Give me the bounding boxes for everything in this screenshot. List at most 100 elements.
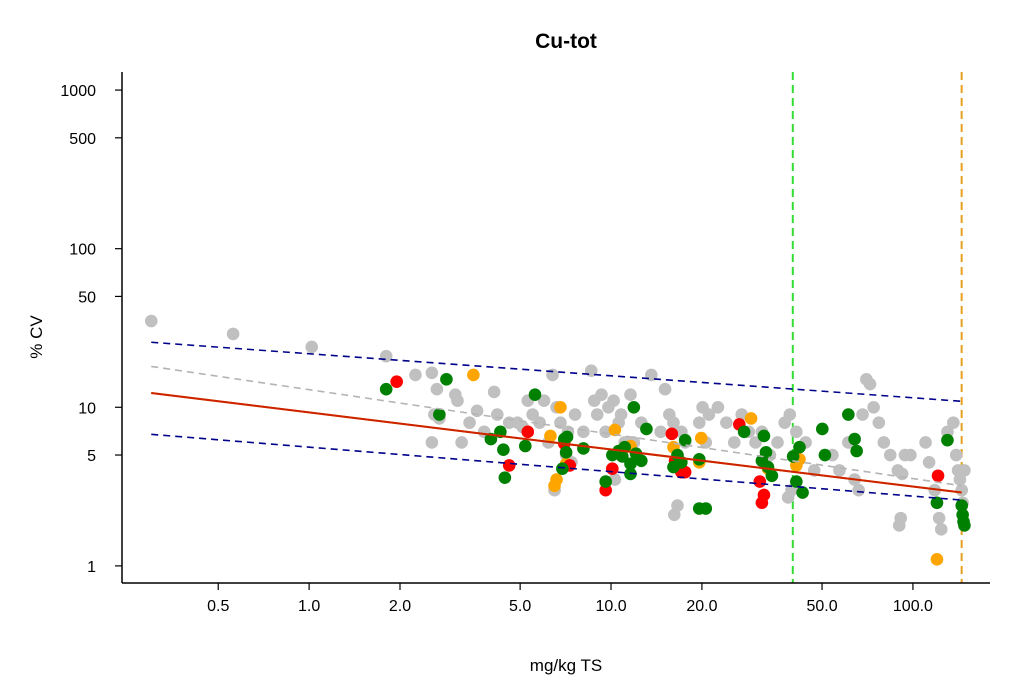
data-point-gray bbox=[430, 382, 444, 396]
data-point-orange bbox=[467, 368, 480, 382]
data-point-gray bbox=[833, 464, 846, 477]
data-point-green bbox=[599, 475, 612, 488]
data-point-green bbox=[757, 429, 771, 443]
data-point-green bbox=[848, 432, 861, 446]
data-point-gray bbox=[727, 436, 741, 449]
y-tick-label: 10 bbox=[78, 400, 96, 417]
data-point-green bbox=[559, 446, 573, 459]
data-point-gray bbox=[904, 448, 917, 462]
y-axis-label: % CV bbox=[27, 315, 46, 359]
data-point-gray bbox=[425, 436, 439, 449]
data-point-red bbox=[502, 459, 516, 472]
data-point-gray bbox=[607, 394, 620, 408]
data-point-gray bbox=[671, 499, 684, 512]
data-point-gray bbox=[590, 408, 604, 421]
trend-line-upper-dashed bbox=[151, 341, 962, 403]
y-tick-label: 1 bbox=[87, 559, 96, 576]
data-point-green bbox=[958, 519, 971, 532]
data-point-green bbox=[955, 499, 969, 512]
data-point-green bbox=[560, 430, 574, 444]
data-point-green bbox=[842, 408, 855, 421]
data-point-gray bbox=[654, 425, 667, 439]
y-tick-label: 50 bbox=[78, 289, 96, 306]
data-point-gray bbox=[892, 519, 906, 532]
data-point-green bbox=[793, 440, 806, 454]
data-point-gray bbox=[783, 408, 797, 421]
data-point-green bbox=[624, 457, 637, 471]
data-point-green bbox=[765, 469, 779, 483]
x-tick-label: 2.0 bbox=[389, 598, 411, 615]
data-point-green bbox=[635, 454, 648, 468]
data-point-red bbox=[599, 483, 612, 497]
data-point-gray bbox=[692, 416, 706, 429]
data-point-gray bbox=[425, 366, 439, 380]
data-point-gray bbox=[872, 416, 886, 429]
data-point-gray bbox=[919, 436, 932, 449]
y-tick-label: 1000 bbox=[60, 83, 96, 100]
data-point-green bbox=[379, 382, 393, 396]
data-point-green bbox=[497, 443, 510, 457]
data-point-red bbox=[606, 462, 619, 475]
x-tick-label: 100.0 bbox=[893, 598, 933, 615]
data-point-orange bbox=[554, 400, 567, 414]
data-point-gray bbox=[463, 416, 476, 429]
data-point-gray bbox=[379, 349, 393, 363]
data-point-gray bbox=[895, 467, 909, 481]
data-point-red bbox=[931, 469, 945, 483]
data-point-green bbox=[577, 442, 590, 455]
chart-title: Cu-tot bbox=[535, 30, 597, 53]
data-point-orange bbox=[550, 473, 563, 486]
data-point-gray bbox=[305, 340, 319, 354]
trend-line-gray-dashed bbox=[151, 365, 962, 487]
y-axis-ticks: 1 5 10 50 100 500 1000 bbox=[60, 83, 122, 576]
data-point-orange bbox=[608, 423, 622, 437]
data-point-gray bbox=[922, 455, 936, 469]
data-point-red bbox=[753, 475, 767, 488]
data-point-gray bbox=[711, 400, 725, 414]
data-point-gray bbox=[490, 408, 504, 421]
x-axis-ticks: 0.5 1.0 2.0 5.0 10.0 20.0 50.0 100.0 bbox=[207, 583, 933, 615]
data-point-red bbox=[678, 465, 692, 479]
data-point-green bbox=[556, 462, 569, 475]
data-point-gray bbox=[470, 404, 484, 418]
trend-line-lower-dashed bbox=[151, 433, 962, 501]
x-tick-label: 0.5 bbox=[207, 598, 229, 615]
data-point-green bbox=[737, 425, 751, 439]
data-point-gray bbox=[451, 394, 464, 408]
data-point-green bbox=[518, 439, 532, 453]
data-point-gray bbox=[863, 377, 877, 391]
data-point-green bbox=[759, 446, 773, 459]
data-point-gray bbox=[667, 416, 680, 429]
trend-lines bbox=[151, 341, 962, 501]
data-point-green bbox=[796, 486, 809, 499]
data-point-green bbox=[930, 496, 944, 510]
x-tick-label: 5.0 bbox=[509, 598, 531, 615]
data-point-gray bbox=[781, 491, 795, 504]
data-point-orange bbox=[930, 553, 944, 566]
data-point-gray bbox=[771, 436, 784, 449]
data-point-gray bbox=[568, 408, 582, 421]
data-point-gray bbox=[533, 416, 546, 429]
data-point-green bbox=[528, 388, 542, 402]
trend-line-fit-red bbox=[151, 392, 962, 494]
data-point-gray bbox=[883, 448, 897, 462]
data-point-gray bbox=[487, 385, 501, 399]
data-point-gray bbox=[455, 436, 468, 449]
data-point-green bbox=[498, 471, 512, 484]
data-point-red bbox=[390, 375, 403, 388]
data-point-green bbox=[692, 452, 706, 466]
data-point-gray bbox=[790, 425, 803, 439]
x-tick-label: 50.0 bbox=[806, 598, 837, 615]
data-point-gray bbox=[614, 408, 628, 421]
data-point-red bbox=[521, 425, 535, 439]
data-point-gray bbox=[949, 448, 963, 462]
data-point-gray bbox=[577, 425, 590, 439]
data-point-red bbox=[665, 427, 679, 441]
x-axis-label: mg/kg TS bbox=[530, 656, 602, 675]
x-tick-label: 1.0 bbox=[298, 598, 320, 615]
data-point-gray bbox=[932, 511, 946, 525]
data-points bbox=[144, 314, 971, 566]
data-point-gray bbox=[958, 464, 971, 477]
data-point-green bbox=[818, 448, 832, 462]
data-point-gray bbox=[955, 483, 969, 497]
